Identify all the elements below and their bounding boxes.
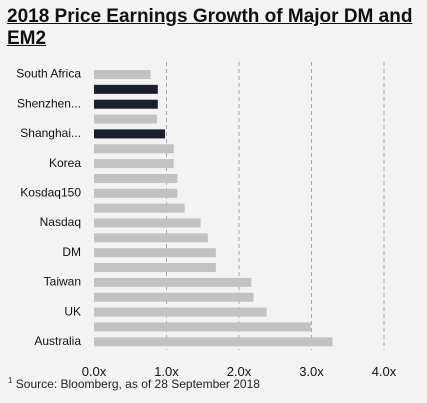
x-tick-label-3: 3.0x [299,364,324,379]
category-labels: South Africa Shenzhen... Shanghai... Korea K… [16,67,81,348]
bar-0 [94,70,151,79]
x-tick-labels: 0.0x 1.0x 2.0x 3.0x 4.0x [82,364,397,379]
bar-9 [94,203,185,213]
chart-title: 2018 Price Earnings Growth of Major DM a… [7,6,413,49]
category-label-0: South Africa [16,67,81,81]
category-label-10: Nasdaq [40,215,81,229]
bar-1 [94,84,158,94]
bar-15 [94,292,254,302]
bar-14 [94,277,252,287]
gridlines [166,62,385,350]
bar-11 [94,233,208,243]
category-label-4: Shanghai... [20,126,81,140]
bar-8 [94,188,178,198]
category-label-16: UK [64,304,81,318]
category-label-8: Kosdaq150 [20,185,81,199]
bar-4 [94,129,166,139]
bar-2 [94,99,158,109]
x-tick-label-1: 1.0x [154,364,179,379]
category-label-2: Shenzhen... [17,96,81,110]
bar-16 [94,307,267,317]
category-label-6: Korea [49,156,81,170]
bar-12 [94,248,216,258]
bar-6 [94,159,174,169]
x-tick-label-4: 4.0x [372,364,397,379]
bar-17 [94,322,311,332]
x-tick-label-2: 2.0x [227,364,252,379]
category-label-14: Taiwan [44,275,81,289]
bar-10 [94,218,201,228]
bars [94,70,333,347]
category-label-18: Australia [34,334,81,348]
source-note: 1 Source: Bloomberg, as of 28 September … [8,376,260,391]
x-tick-label-0: 0.0x [82,364,107,379]
bar-18 [94,337,333,347]
bar-3 [94,114,158,124]
bar-7 [94,173,178,183]
bar-13 [94,263,216,273]
source-text: Source: Bloomberg, as of 28 September 20… [15,377,260,391]
category-label-12: DM [62,245,81,259]
source-marker: 1 [8,376,13,385]
bar-5 [94,144,174,154]
